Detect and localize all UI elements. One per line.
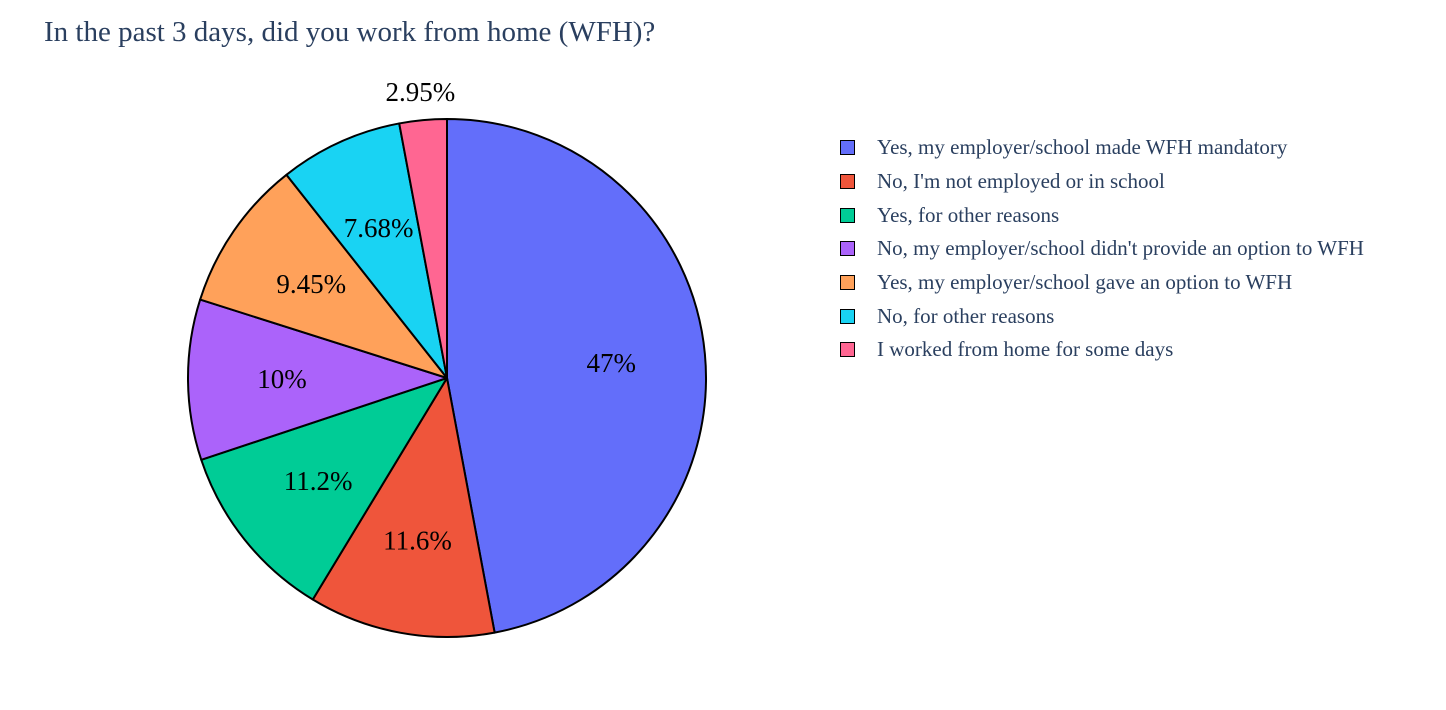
legend-label: I worked from home for some days	[877, 337, 1174, 362]
legend-item-no-for-other-reasons[interactable]: No, for other reasons	[840, 299, 1364, 333]
legend-item-yes-for-other-reasons[interactable]: Yes, for other reasons	[840, 198, 1364, 232]
legend-swatch	[840, 140, 855, 156]
slice-percent-label: 10%	[257, 364, 307, 394]
legend-label: No, I'm not employed or in school	[877, 169, 1165, 194]
legend-swatch	[840, 174, 855, 190]
slice-percent-label: 47%	[587, 348, 637, 378]
slice-percent-label: 11.6%	[383, 525, 452, 555]
pie-slice-no-for-other-reasons[interactable]	[285, 122, 448, 379]
legend-label: No, my employer/school didn't provide an…	[877, 236, 1364, 261]
pie-slice-yes-for-other-reasons[interactable]	[200, 377, 448, 601]
legend-swatch	[840, 241, 855, 257]
slice-percent-label: 11.2%	[284, 466, 353, 496]
pie-slice-yes-my-employer-school-made-wfh-mandatory[interactable]	[446, 118, 707, 634]
pie-slice-i-worked-from-home-for-some-days[interactable]	[398, 118, 448, 379]
legend-swatch	[840, 308, 855, 324]
pie-slice-yes-my-employer-school-gave-an-option-to-wfh[interactable]	[199, 173, 448, 379]
pie-slice-no-my-employer-school-didn-t-provide-an-option-to-wfh[interactable]	[187, 298, 448, 461]
legend-item-yes-my-employer-school-gave-an-option-to-wfh[interactable]: Yes, my employer/school gave an option t…	[840, 266, 1364, 300]
legend-label: Yes, my employer/school gave an option t…	[877, 270, 1293, 295]
legend-label: Yes, my employer/school made WFH mandato…	[877, 135, 1288, 160]
legend: Yes, my employer/school made WFH mandato…	[840, 131, 1364, 367]
legend-item-no-my-employer-school-didn-t-provide-an-option-to-wfh[interactable]: No, my employer/school didn't provide an…	[840, 232, 1364, 266]
legend-label: No, for other reasons	[877, 303, 1055, 328]
legend-item-yes-my-employer-school-made-wfh-mandatory[interactable]: Yes, my employer/school made WFH mandato…	[840, 131, 1364, 165]
legend-swatch	[840, 342, 855, 358]
pie-slice-no-i-m-not-employed-or-in-school[interactable]	[311, 377, 496, 638]
legend-swatch	[840, 275, 855, 291]
slice-percent-label: 9.45%	[276, 269, 346, 299]
legend-label: Yes, for other reasons	[877, 202, 1060, 227]
chart-title: In the past 3 days, did you work from ho…	[44, 16, 656, 48]
slice-percent-label: 2.95%	[386, 77, 456, 107]
legend-item-no-i-m-not-employed-or-in-school[interactable]: No, I'm not employed or in school	[840, 165, 1364, 199]
legend-item-i-worked-from-home-for-some-days[interactable]: I worked from home for some days	[840, 333, 1364, 367]
slice-percent-label: 7.68%	[344, 213, 414, 243]
legend-swatch	[840, 207, 855, 223]
